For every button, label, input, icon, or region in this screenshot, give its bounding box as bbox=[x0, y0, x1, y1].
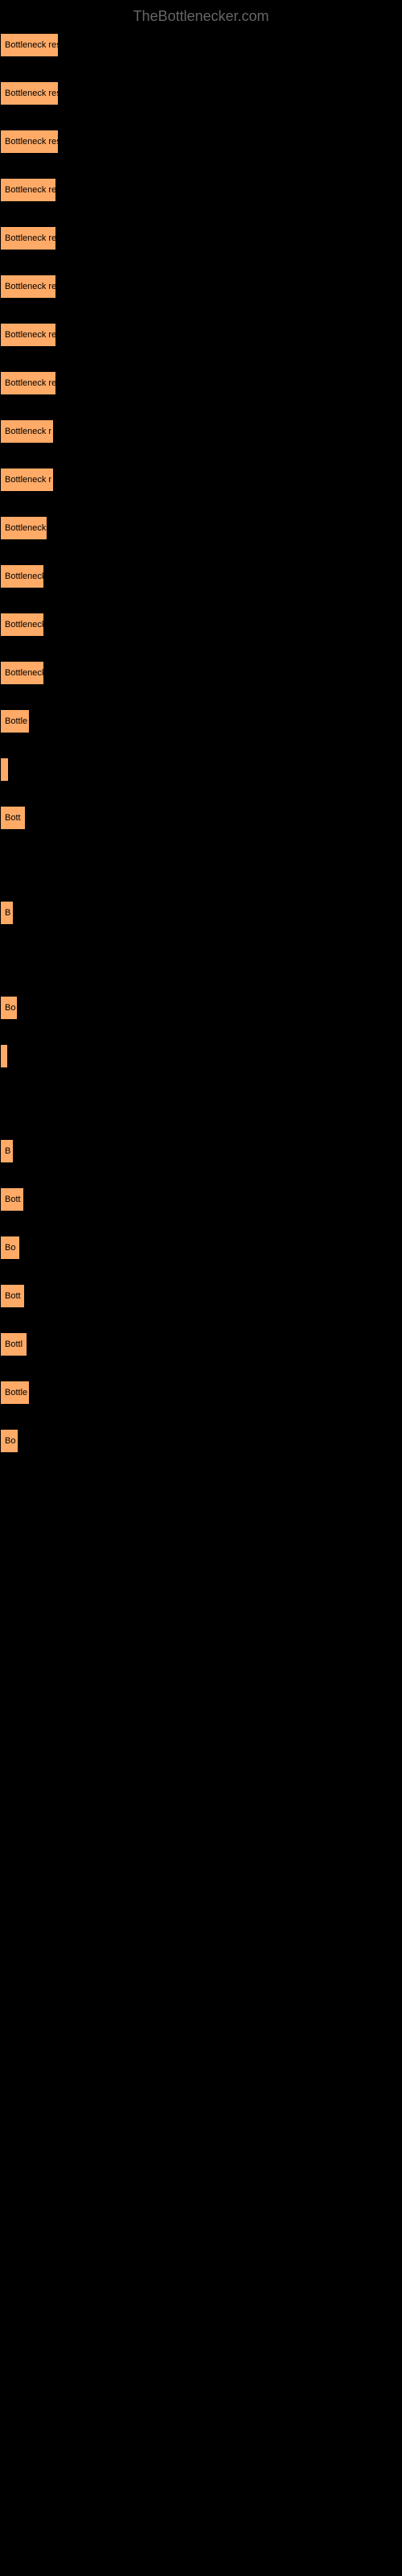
bar-row: B bbox=[0, 1139, 402, 1163]
bar-chart: Bottleneck res Bottleneck res Bottleneck r… bbox=[0, 33, 402, 1453]
bar: Bottleneck res bbox=[0, 33, 59, 57]
watermark-text: TheBottlenecker.com bbox=[0, 0, 402, 33]
bar: Bottl bbox=[0, 1332, 27, 1356]
bar: Bottle bbox=[0, 1381, 30, 1405]
bar: Bottleneck re bbox=[0, 178, 56, 202]
bar-row: Bottleneck bbox=[0, 661, 402, 685]
bar-row: Bottle bbox=[0, 1381, 402, 1405]
bar: B bbox=[0, 1139, 14, 1163]
bar-row: Bo bbox=[0, 1236, 402, 1260]
bar: Bottleneck r bbox=[0, 419, 54, 444]
bar-row: Bottl bbox=[0, 1332, 402, 1356]
bar-row bbox=[0, 854, 402, 877]
bar-row: Bottleneck re bbox=[0, 226, 402, 250]
bar-row: Bo bbox=[0, 996, 402, 1020]
bar-row: Bottleneck bbox=[0, 516, 402, 540]
bar: Bottleneck bbox=[0, 516, 47, 540]
bar: Bottleneck r bbox=[0, 468, 54, 492]
bar-row: Bo bbox=[0, 1429, 402, 1453]
bar-row: Bottleneck re bbox=[0, 323, 402, 347]
bar: Bottleneck res bbox=[0, 81, 59, 105]
bar: Bottleneck bbox=[0, 661, 44, 685]
bar-row: Bottleneck bbox=[0, 564, 402, 588]
bar-row: Bottleneck re bbox=[0, 371, 402, 395]
bar-row: Bott bbox=[0, 1284, 402, 1308]
bar bbox=[0, 1044, 8, 1068]
bar bbox=[0, 758, 9, 782]
bar-row: Bottleneck re bbox=[0, 275, 402, 299]
bar-row: Bottleneck res bbox=[0, 33, 402, 57]
bar: Bottleneck re bbox=[0, 275, 56, 299]
bar-row: Bott bbox=[0, 1187, 402, 1212]
bar: Bo bbox=[0, 996, 18, 1020]
bar: Bottleneck re bbox=[0, 226, 56, 250]
bar-row: Bottleneck res bbox=[0, 130, 402, 154]
bar-row: Bottleneck bbox=[0, 613, 402, 637]
bar: Bottleneck res bbox=[0, 130, 59, 154]
bar: Bo bbox=[0, 1429, 18, 1453]
bar: Bottle bbox=[0, 709, 30, 733]
bar-row: Bott bbox=[0, 806, 402, 830]
bar-row: Bottleneck re bbox=[0, 178, 402, 202]
bar: Bott bbox=[0, 1284, 25, 1308]
bar: Bottleneck bbox=[0, 613, 44, 637]
bar-row bbox=[0, 1092, 402, 1115]
bar: Bott bbox=[0, 1187, 24, 1212]
bar-row: Bottleneck res bbox=[0, 81, 402, 105]
bar: Bottleneck re bbox=[0, 323, 56, 347]
bar: B bbox=[0, 901, 14, 925]
bar-row: Bottleneck r bbox=[0, 468, 402, 492]
bar-row bbox=[0, 949, 402, 972]
bar-row bbox=[0, 758, 402, 782]
bar-row: B bbox=[0, 901, 402, 925]
bar-row: Bottle bbox=[0, 709, 402, 733]
bar: Bo bbox=[0, 1236, 20, 1260]
bar-row: Bottleneck r bbox=[0, 419, 402, 444]
bar: Bott bbox=[0, 806, 26, 830]
bar: Bottleneck re bbox=[0, 371, 56, 395]
bar: Bottleneck bbox=[0, 564, 44, 588]
bar-row bbox=[0, 1044, 402, 1068]
